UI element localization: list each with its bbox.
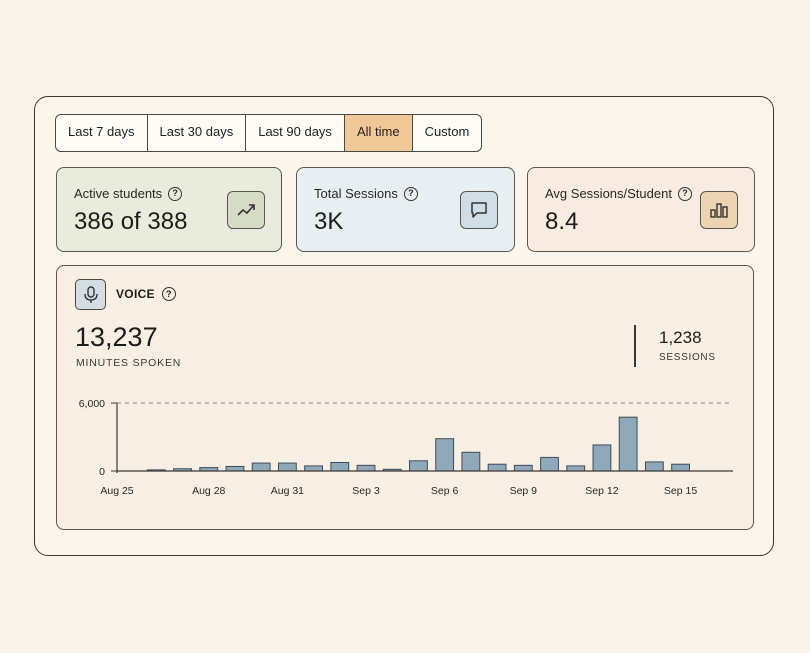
stat-divider: [634, 325, 636, 367]
total-sessions-card: Total Sessions ? 3K: [296, 167, 515, 252]
chart-bar: [566, 465, 586, 472]
avg-sessions-value: 8.4: [545, 208, 579, 235]
minutes-spoken-value: 13,237: [75, 322, 158, 352]
trending-up-icon: [227, 191, 265, 229]
chart-bar: [540, 456, 559, 472]
y-tick-label: 0: [99, 466, 105, 478]
help-icon[interactable]: ?: [168, 186, 183, 201]
x-tick-label: Sep 12: [585, 485, 618, 497]
help-icon[interactable]: ?: [677, 186, 692, 201]
chart-bar: [487, 463, 507, 472]
x-tick-label: Aug 28: [192, 485, 225, 497]
chart-bar: [644, 461, 664, 472]
total-sessions-label: Total Sessions: [314, 186, 398, 201]
chart-bar: [356, 464, 376, 472]
sessions-label: SESSIONS: [659, 352, 716, 363]
bar-chart-icon: [700, 191, 738, 229]
minutes-spoken-label: MINUTES SPOKEN: [76, 357, 182, 369]
active-students-card: Active students ? 386 of 388: [56, 167, 282, 252]
x-tick-label: Aug 25: [100, 485, 133, 497]
active-students-label: Active students: [74, 186, 163, 201]
active-students-value: 386 of 388: [74, 208, 188, 235]
microphone-icon: [75, 279, 106, 310]
y-tick-label: 6,000: [79, 398, 105, 410]
date-range-selector: Last 7 days Last 30 days Last 90 days Al…: [55, 114, 483, 152]
range-custom[interactable]: Custom: [424, 124, 470, 139]
sessions-value: 1,238: [659, 328, 702, 347]
chart-bar: [225, 465, 245, 472]
x-tick-label: Sep 9: [510, 485, 538, 497]
x-tick-label: Aug 31: [271, 485, 304, 497]
range-last-7-days[interactable]: Last 7 days: [56, 115, 148, 151]
range-last-30-days[interactable]: Last 30 days: [148, 115, 247, 151]
x-tick-label: Sep 6: [431, 485, 459, 497]
x-tick-label: Sep 15: [664, 485, 697, 497]
voice-card: VOICE ? 13,237 MINUTES SPOKEN 1,238 SESS…: [56, 265, 754, 530]
help-icon[interactable]: ?: [403, 186, 418, 201]
chart-bar: [277, 462, 297, 472]
voice-title: VOICE: [116, 287, 155, 301]
chat-bubble-icon: [460, 191, 498, 229]
chart-bar: [251, 462, 271, 472]
chart-bar: [592, 444, 612, 472]
chart-bar: [618, 416, 638, 472]
range-all-time[interactable]: All time: [344, 115, 413, 151]
avg-sessions-label: Avg Sessions/Student: [545, 186, 672, 201]
chart-bar: [304, 465, 324, 472]
total-sessions-value: 3K: [314, 208, 344, 235]
chart-bar: [330, 462, 350, 472]
chart-bar: [409, 460, 428, 472]
chart-bar: [513, 464, 533, 472]
chart-bar: [435, 438, 455, 472]
range-last-90-days[interactable]: Last 90 days: [246, 115, 345, 151]
chart-bar: [671, 463, 690, 472]
chart-bar: [461, 451, 481, 472]
avg-sessions-card: Avg Sessions/Student ? 8.4: [527, 167, 755, 252]
help-icon[interactable]: ?: [161, 287, 176, 301]
x-tick-label: Sep 3: [352, 485, 380, 497]
